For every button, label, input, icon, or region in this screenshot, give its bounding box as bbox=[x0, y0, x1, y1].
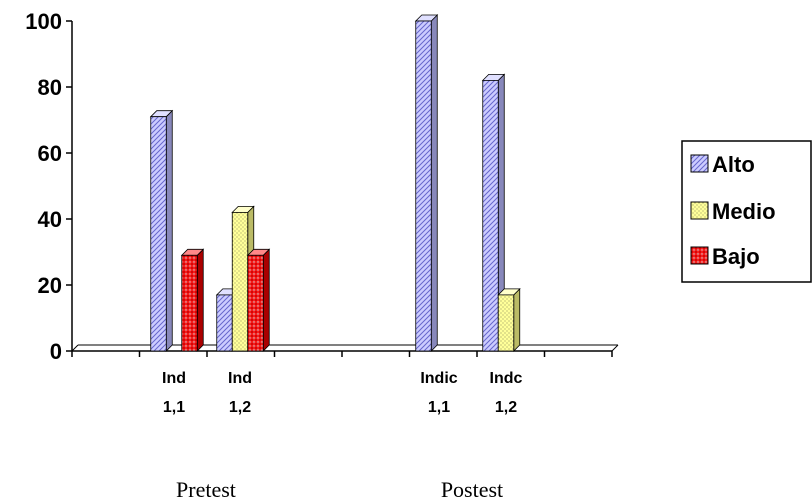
x-category-label: 1,1 bbox=[163, 399, 185, 416]
legend-entry-medio: Medio bbox=[690, 199, 776, 224]
bar-side bbox=[513, 287, 521, 352]
legend-label: Alto bbox=[712, 152, 755, 177]
x-axis-depth-right bbox=[611, 344, 619, 352]
bar-front bbox=[247, 254, 264, 352]
y-tick-label: 80 bbox=[38, 75, 62, 100]
axes bbox=[66, 20, 619, 357]
group-label: Postest bbox=[441, 477, 503, 502]
bar-side bbox=[196, 248, 204, 352]
x-category-label: 1,2 bbox=[229, 399, 251, 416]
bar-front bbox=[415, 20, 432, 352]
legend-label: Bajo bbox=[712, 244, 760, 269]
x-category-label: Ind bbox=[228, 370, 252, 387]
legend-label: Medio bbox=[712, 199, 776, 224]
bar-front bbox=[181, 254, 198, 352]
legend-swatch bbox=[690, 246, 709, 265]
labels: 0 20 40 60 80 100 Ind 1,1 Ind 1,2 Indic 1,1 Indc 1,2 P… bbox=[25, 9, 522, 502]
bars bbox=[149, 14, 521, 352]
legend: Alto Medio Bajo bbox=[681, 140, 812, 283]
bar-bajo bbox=[180, 248, 205, 352]
legend-swatch bbox=[690, 154, 709, 173]
bar-alto bbox=[149, 109, 174, 352]
bar-front bbox=[497, 294, 515, 352]
legend-entry-alto: Alto bbox=[690, 152, 755, 177]
y-tick-label: 0 bbox=[50, 339, 62, 364]
y-tick-label: 60 bbox=[38, 141, 62, 166]
x-category-label: 1,2 bbox=[495, 399, 517, 416]
bar-side bbox=[165, 109, 173, 352]
bar-front bbox=[216, 294, 233, 352]
x-category-label: Indc bbox=[490, 370, 523, 387]
x-category-label: 1,1 bbox=[428, 399, 450, 416]
bar-alto bbox=[481, 73, 506, 352]
bar-bajo bbox=[246, 248, 271, 352]
legend-entry-bajo: Bajo bbox=[690, 244, 760, 269]
group-label: Pretest bbox=[176, 477, 236, 502]
legend-swatch bbox=[690, 201, 709, 220]
y-tick-label: 20 bbox=[38, 273, 62, 298]
x-category-label: Indic bbox=[420, 370, 457, 387]
x-axis-depth-left bbox=[71, 344, 79, 352]
bar-alto bbox=[414, 14, 439, 352]
bar-side bbox=[430, 14, 438, 352]
y-tick-label: 100 bbox=[25, 9, 62, 34]
bar-medio bbox=[497, 287, 521, 352]
bar-front bbox=[231, 211, 249, 352]
bar-side bbox=[262, 248, 270, 352]
bar-front bbox=[482, 80, 499, 352]
x-category-label: Ind bbox=[162, 370, 186, 387]
bar-front bbox=[150, 116, 167, 352]
y-tick-label: 40 bbox=[38, 207, 62, 232]
